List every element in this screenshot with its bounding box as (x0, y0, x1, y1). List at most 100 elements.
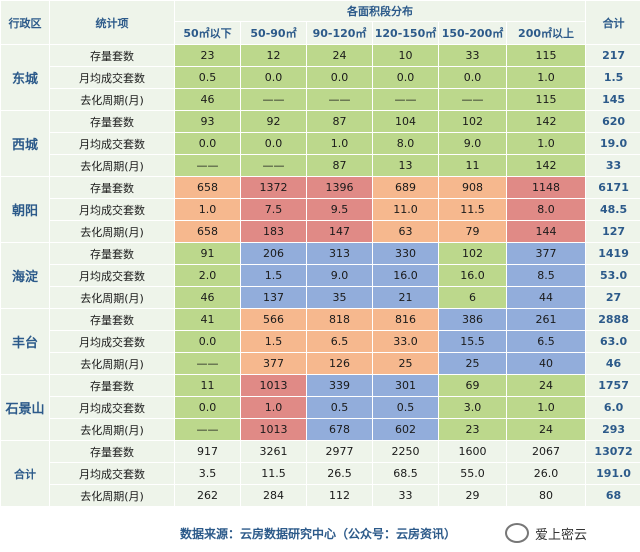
stat-label: 去化周期(月) (50, 485, 174, 506)
value-cell: —— (175, 419, 240, 440)
value-cell: 1.0 (507, 67, 586, 88)
table-row: 朝阳 存量套数 658 1372 1396 689 908 1148 6171 (1, 177, 640, 242)
row-total: 48.5 (586, 199, 640, 220)
header-distribution-title: 各面积段分布 (175, 1, 586, 21)
stat-label: 存量套数 (50, 309, 174, 330)
value-cell: 262 (175, 485, 240, 506)
value-cell: 3261 (241, 441, 306, 462)
value-cell: 917 (175, 441, 240, 462)
header-item: 统计项 (50, 1, 174, 44)
value-cell: 0.5 (307, 397, 372, 418)
value-cell: 602 (373, 419, 438, 440)
table-row: 去化周期(月) —— 1013 678 602 23 24 293 (1, 419, 640, 440)
value-cell: 9.0 (439, 133, 506, 154)
account-name: 爱上密云 (535, 527, 588, 543)
value-cell: 1.5 (241, 265, 306, 286)
value-cell: —— (241, 89, 306, 110)
housing-stats-table: 行政区 统计项 各面积段分布 合计 50㎡以下 50-90㎡ 90-120㎡ 1… (0, 0, 640, 507)
value-cell: 377 (241, 353, 306, 374)
table-row: 东城 存量套数 23 12 24 10 33 115 217 (1, 45, 640, 110)
value-cell: 137 (241, 287, 306, 308)
stat-label: 存量套数 (50, 243, 174, 264)
value-cell: 8.5 (507, 265, 586, 286)
value-cell: 2250 (373, 441, 438, 462)
row-total: 53.0 (586, 265, 640, 286)
value-cell: —— (439, 89, 506, 110)
stat-label: 去化周期(月) (50, 155, 174, 176)
value-cell: 92 (241, 111, 306, 132)
data-source-note: 数据来源：云房数据研究中心（公众号：云房资讯） (180, 527, 457, 541)
table-row: 去化周期(月) 658 183 147 63 79 144 127 (1, 221, 640, 242)
stat-label: 存量套数 (50, 375, 174, 396)
value-cell: 13 (373, 155, 438, 176)
header-range: 120-150㎡ (373, 22, 438, 44)
row-total: 127 (586, 221, 640, 242)
value-cell: 0.0 (307, 67, 372, 88)
value-cell: —— (175, 353, 240, 374)
value-cell: 102 (439, 111, 506, 132)
value-cell: —— (307, 89, 372, 110)
value-cell: —— (241, 155, 306, 176)
value-cell: 818 (307, 309, 372, 330)
value-cell: 0.0 (175, 133, 240, 154)
value-cell: 0.0 (439, 67, 506, 88)
account-logo: 爱上密云 (505, 523, 587, 543)
summary-label: 合计 (1, 441, 49, 506)
district-name: 海淀 (1, 243, 49, 308)
value-cell: 0.0 (175, 331, 240, 352)
table-row: 丰台 存量套数 41 566 818 816 386 261 2888 (1, 309, 640, 374)
wechat-icon (505, 523, 529, 543)
value-cell: 6.5 (507, 331, 586, 352)
value-cell: 79 (439, 221, 506, 242)
table-row: 月均成交套数 1.0 7.5 9.5 11.0 11.5 8.0 48.5 (1, 199, 640, 220)
value-cell: 8.0 (373, 133, 438, 154)
table-row: 海淀 存量套数 91 206 313 330 102 377 1419 (1, 243, 640, 308)
value-cell: 339 (307, 375, 372, 396)
value-cell: 0.5 (175, 67, 240, 88)
table-row: 去化周期(月) 46 —— —— —— —— 115 145 (1, 89, 640, 110)
value-cell: 658 (175, 221, 240, 242)
table-row: 月均成交套数 0.5 0.0 0.0 0.0 0.0 1.0 1.5 (1, 67, 640, 88)
district-name: 东城 (1, 45, 49, 110)
value-cell: 23 (175, 45, 240, 66)
value-cell: 142 (507, 111, 586, 132)
row-total: 217 (586, 45, 640, 66)
table-row: 去化周期(月) —— —— 87 13 11 142 33 (1, 155, 640, 176)
value-cell: 7.5 (241, 199, 306, 220)
value-cell: —— (373, 89, 438, 110)
value-cell: 147 (307, 221, 372, 242)
value-cell: 658 (175, 177, 240, 198)
value-cell: 87 (307, 155, 372, 176)
value-cell: 33 (439, 45, 506, 66)
stat-label: 去化周期(月) (50, 89, 174, 110)
value-cell: 1372 (241, 177, 306, 198)
row-total: 13072 (586, 441, 640, 462)
table-row: 西城 存量套数 93 92 87 104 102 142 620 (1, 111, 640, 176)
row-total: 6171 (586, 177, 640, 198)
value-cell: 46 (175, 89, 240, 110)
stat-label: 存量套数 (50, 45, 174, 66)
row-total: 293 (586, 419, 640, 440)
stat-label: 月均成交套数 (50, 199, 174, 220)
header-range: 150-200㎡ (439, 22, 506, 44)
district-name: 丰台 (1, 309, 49, 374)
value-cell: 9.5 (307, 199, 372, 220)
value-cell: 87 (307, 111, 372, 132)
value-cell: 0.0 (241, 133, 306, 154)
district-name: 朝阳 (1, 177, 49, 242)
value-cell: 26.0 (507, 463, 586, 484)
stat-label: 去化周期(月) (50, 419, 174, 440)
value-cell: 11.0 (373, 199, 438, 220)
value-cell: 40 (507, 353, 586, 374)
value-cell: 80 (507, 485, 586, 506)
summary-row: 月均成交套数 3.5 11.5 26.5 68.5 55.0 26.0 191.0 (1, 463, 640, 484)
value-cell: 2067 (507, 441, 586, 462)
value-cell: 0.0 (175, 397, 240, 418)
value-cell: 33.0 (373, 331, 438, 352)
header-total: 合计 (586, 1, 640, 44)
value-cell: 11 (175, 375, 240, 396)
summary-row: 去化周期(月) 262 284 112 33 29 80 68 (1, 485, 640, 506)
value-cell: 1.5 (241, 331, 306, 352)
stat-label: 月均成交套数 (50, 67, 174, 88)
value-cell: 93 (175, 111, 240, 132)
